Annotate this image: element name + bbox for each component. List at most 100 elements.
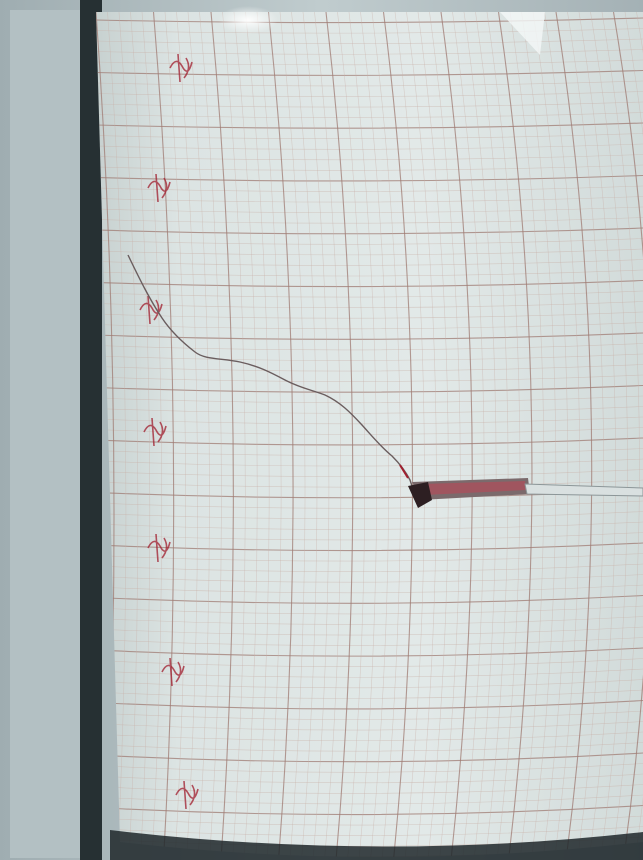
grid-arc-minor	[406, 12, 437, 857]
grid-arc-minor	[291, 12, 318, 857]
light-reflection	[500, 12, 545, 55]
grid-arc-minor	[118, 12, 139, 857]
grid-line-major	[96, 804, 643, 816]
grid-line-minor	[96, 80, 643, 87]
grid-arc-minor	[348, 12, 377, 857]
drum-edge-shadow	[80, 0, 102, 860]
grid-arc-major	[497, 12, 533, 857]
grid-arc-major	[382, 12, 414, 857]
grid-arc-minor	[360, 12, 389, 857]
grid-arc-minor	[544, 12, 581, 857]
grid-line-minor	[96, 185, 643, 192]
grid-line-minor	[96, 553, 643, 562]
grid-line-minor	[96, 574, 643, 583]
left-panel	[10, 10, 80, 858]
grid-line-minor	[96, 38, 643, 44]
grid-line-minor	[96, 49, 643, 55]
grid-line-minor	[96, 689, 643, 699]
grid-line-major	[96, 332, 643, 340]
light-glare	[218, 6, 278, 34]
grid-line-minor	[96, 731, 643, 741]
grid-line-minor	[96, 322, 643, 330]
grid-arc-minor	[107, 12, 127, 857]
grid-line-minor	[96, 584, 643, 594]
grid-arc-minor	[452, 12, 485, 857]
grid-arc-minor	[176, 12, 198, 857]
grid-line-minor	[96, 448, 643, 456]
grid-line-minor	[96, 469, 643, 477]
ink-dot	[399, 464, 409, 479]
grid-arc-minor	[130, 12, 151, 857]
grid-line-minor	[96, 206, 643, 213]
grid-arc-minor	[164, 12, 186, 857]
grid-arc-minor	[302, 12, 330, 857]
grid-line-major	[96, 437, 643, 446]
handwritten-mark	[143, 417, 167, 447]
grid-line-minor	[96, 269, 643, 277]
grid-arc-minor	[394, 12, 425, 857]
grid-line-major	[96, 69, 643, 76]
grid-arc-minor	[199, 12, 222, 857]
grid-line-major	[96, 17, 643, 24]
grid-arc-minor	[475, 12, 509, 857]
handwritten-mark	[169, 53, 193, 83]
grid-line-minor	[96, 290, 643, 298]
grid-line-minor	[96, 133, 643, 140]
grid-line-minor	[96, 763, 643, 773]
grid-line-major	[96, 122, 643, 129]
grid-line-minor	[96, 112, 643, 118]
grid-line-major	[96, 227, 643, 235]
grid-line-major	[96, 594, 643, 604]
handwritten-marks	[139, 53, 199, 810]
grid-line-major	[96, 752, 643, 763]
grid-line-minor	[96, 721, 643, 731]
grid-line-minor	[96, 826, 643, 836]
grid-line-minor	[96, 248, 643, 256]
grid-arc-minor	[233, 12, 258, 857]
grid-line-minor	[96, 301, 643, 308]
grid-arc-major	[267, 12, 294, 857]
handwritten-mark	[139, 295, 163, 325]
grid-line-major	[96, 699, 643, 710]
grid-arc-minor	[417, 12, 449, 857]
grid-line-minor	[96, 773, 643, 784]
grid-arc-minor	[590, 12, 628, 857]
grid-arc-minor	[567, 12, 604, 857]
grid-line-minor	[96, 668, 643, 678]
grid-line-minor	[96, 563, 643, 572]
grid-arc-minor	[601, 12, 640, 857]
grid-arc-minor	[279, 12, 306, 857]
grid-line-minor	[96, 815, 643, 826]
grid-arc-major	[612, 12, 643, 857]
grid-arc-minor	[187, 12, 210, 857]
grid-arc-minor	[256, 12, 282, 857]
grid-line-minor	[96, 164, 643, 171]
grid-arc-minor	[578, 12, 616, 857]
grid-arc-minor	[463, 12, 497, 857]
grid-line-major	[96, 542, 643, 552]
grid-arc-major	[210, 12, 234, 857]
grid-arc-minor	[337, 12, 366, 857]
grid-arc-minor	[371, 12, 401, 857]
grid-arc-minor	[429, 12, 461, 857]
handwritten-mark	[175, 780, 199, 810]
grid-arc-minor	[222, 12, 246, 857]
grid-line-minor	[96, 784, 643, 794]
grid-line-minor	[96, 196, 643, 203]
grid-line-minor	[96, 28, 643, 34]
grid-line-minor	[96, 143, 643, 150]
grid-arc-minor	[141, 12, 163, 857]
chart-paper-drum	[96, 12, 643, 860]
handwritten-mark	[147, 173, 171, 203]
grid-line-minor	[96, 605, 643, 615]
grid-line-minor	[96, 259, 643, 266]
recording-pen-icon	[408, 478, 643, 508]
grid-line-minor	[96, 794, 643, 805]
grid-line-minor	[96, 154, 643, 161]
grid-arc-minor	[509, 12, 545, 857]
grid-line-minor	[96, 311, 643, 319]
grid-line-major	[96, 174, 643, 182]
grid-arc-major	[325, 12, 354, 857]
grid-line-major	[96, 279, 643, 288]
